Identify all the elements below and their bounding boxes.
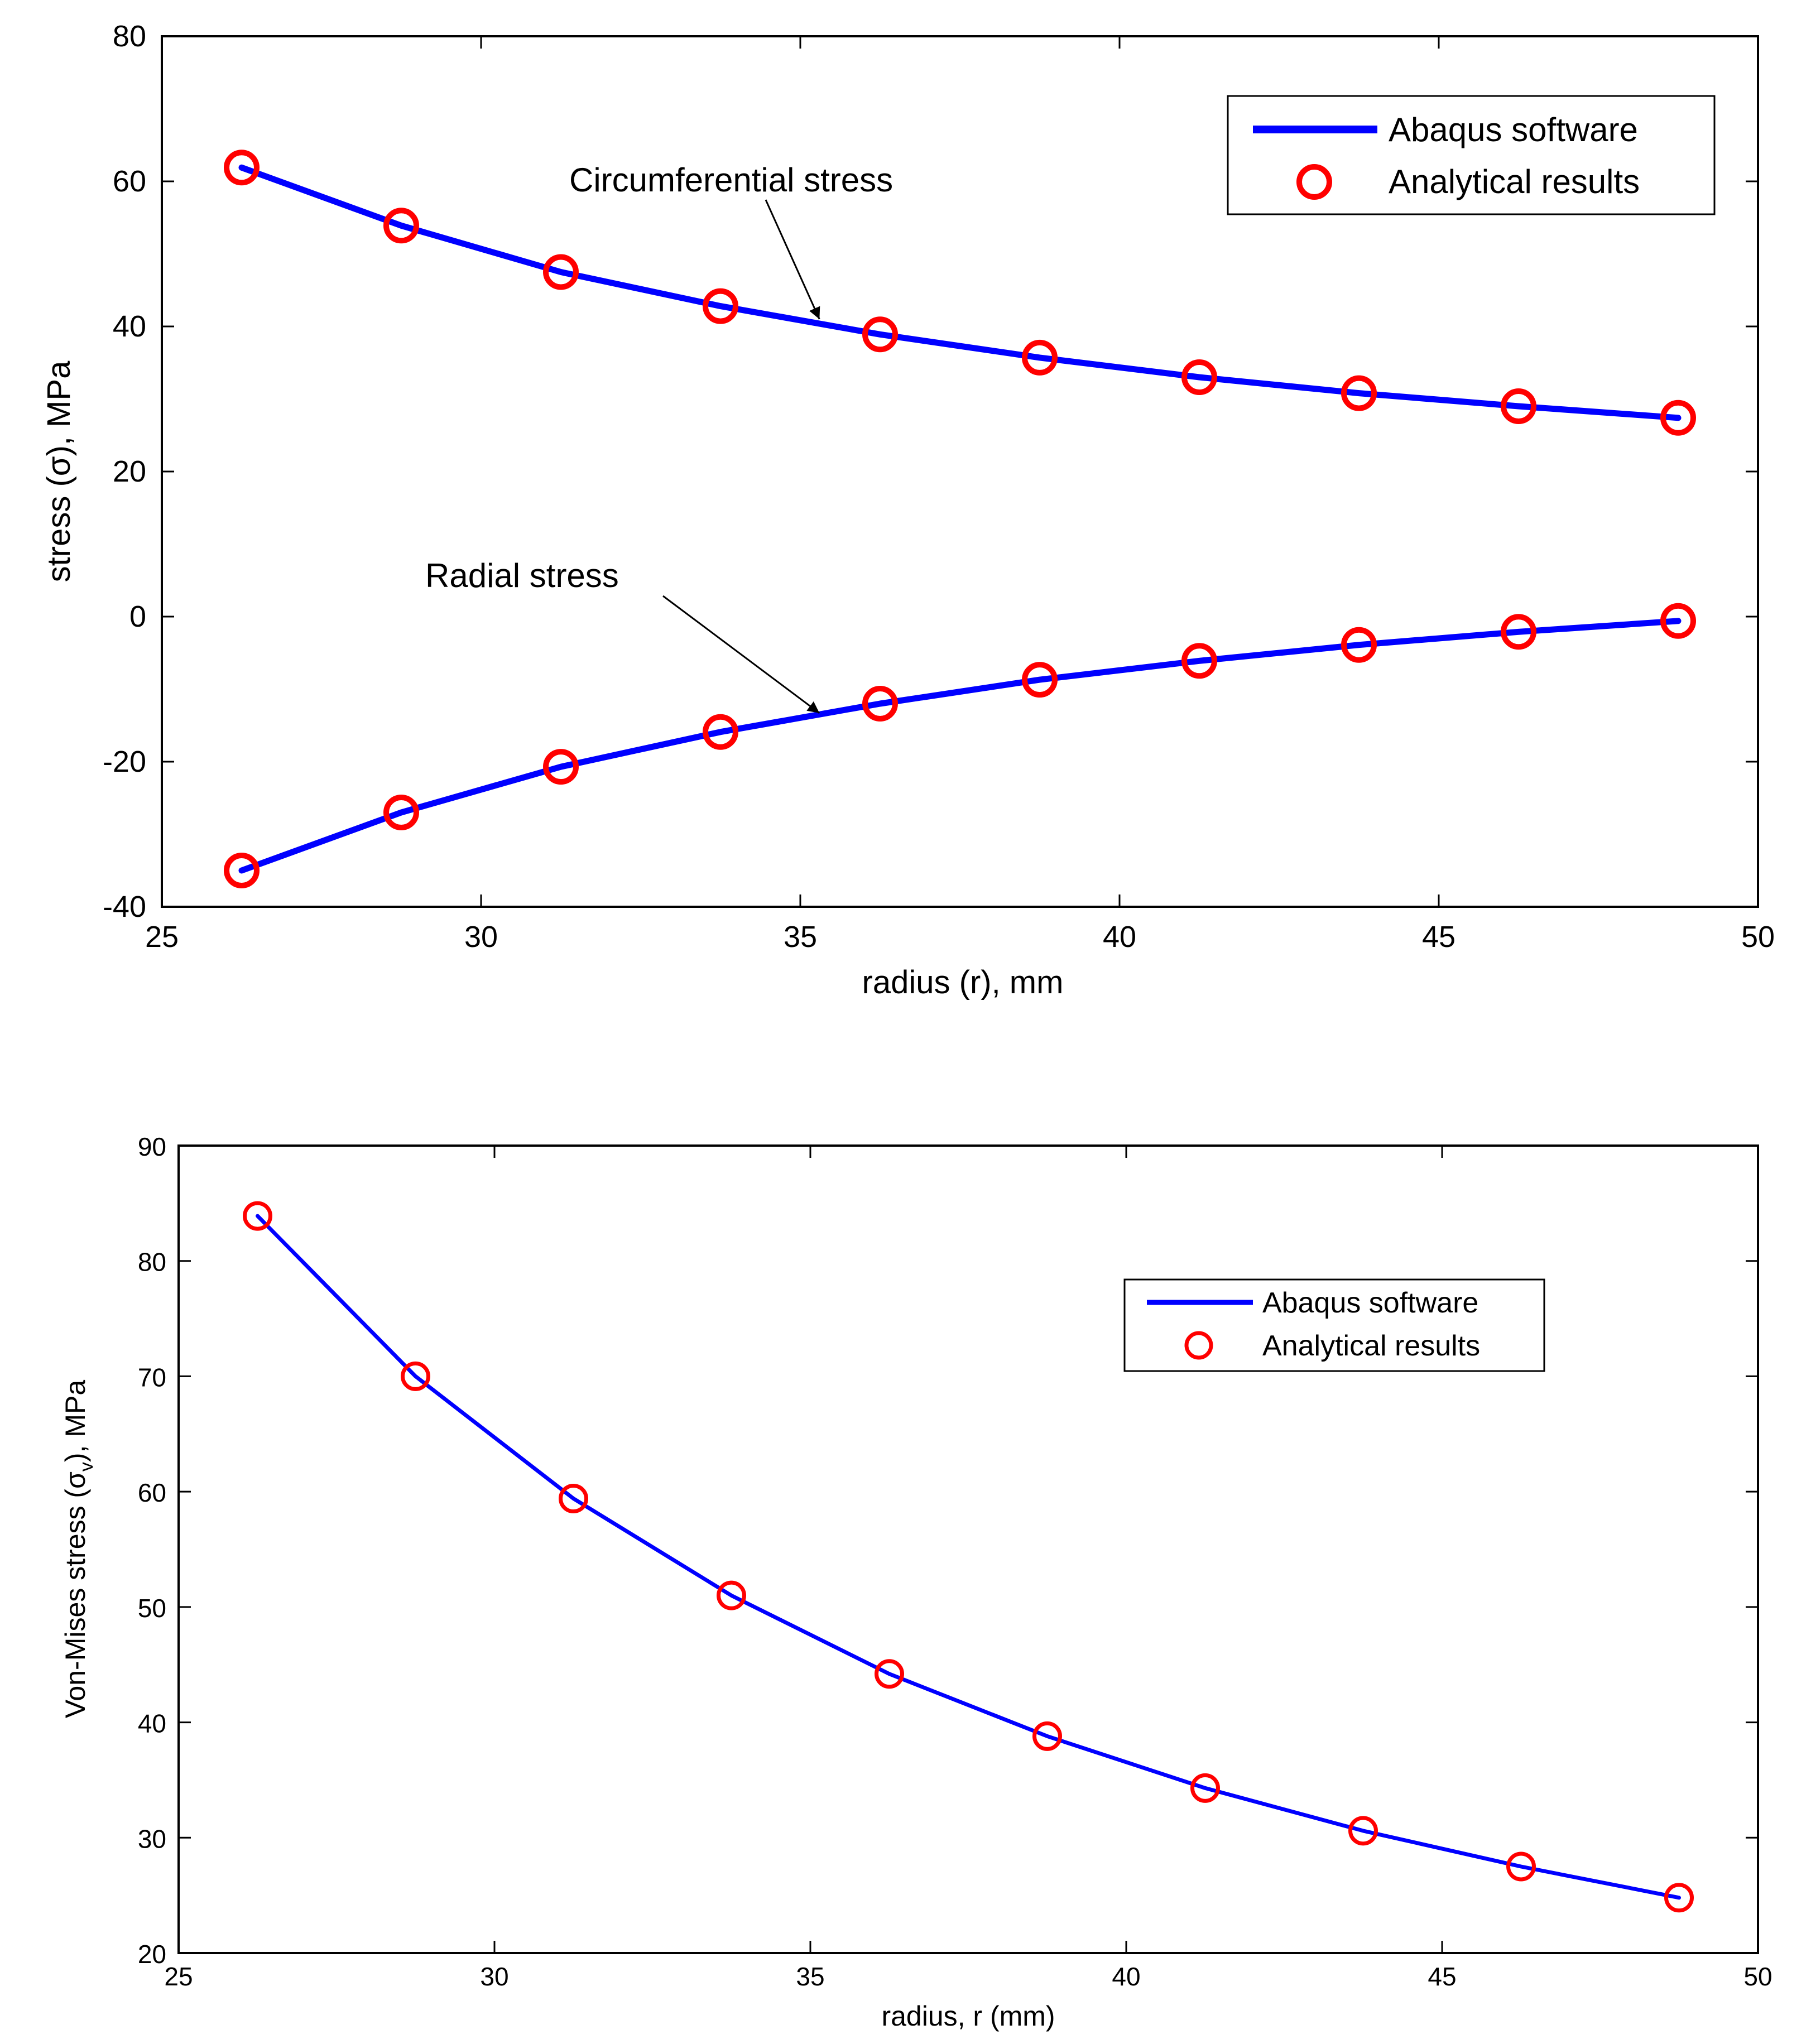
chart1-legend-label-abaqus: Abaqus software [1389,111,1638,148]
data-point-marker [1190,1773,1220,1803]
series-line [238,618,1682,874]
y-tick-label: 0 [129,600,146,633]
data-point-marker [1660,603,1696,639]
data-point-marker [401,1361,430,1391]
data-point-marker [383,795,419,830]
chart1-series-markers [224,150,1696,888]
data-point-marker [224,150,260,186]
x-tick-label: 30 [480,1962,508,1991]
chart2-y-axis-title-subscript: v [76,1462,97,1471]
y-tick-label: 40 [138,1709,166,1738]
annotation-circumferential-arrow [765,199,820,320]
data-point-marker [1501,614,1536,650]
y-tick-label: 20 [138,1940,166,1969]
data-point-marker [243,1201,272,1231]
data-point-marker [1660,400,1696,436]
y-tick-label: 70 [138,1363,166,1392]
chart1-y-axis-title: stress (σ), MPa [41,360,77,582]
chart1-ticks: 25 30 35 40 45 50 -40 -20 0 20 40 60 80 [103,20,1775,954]
data-point-marker [1022,662,1058,698]
chart2-legend-label-abaqus: Abaqus software [1262,1287,1478,1319]
von-mises-chart: 25 30 35 40 45 50 20 30 40 50 60 70 80 90 Abaqus soft… [60,1132,1772,2032]
data-point-marker [717,1580,746,1610]
y-tick-label: 50 [138,1594,166,1623]
chart2-legend: Abaqus software Analytical results [1123,1278,1545,1372]
chart2-plot-area [177,1144,1759,1954]
x-tick-label: 35 [796,1962,824,1991]
chart1-legend-marker-swatch [1296,164,1332,200]
chart2-legend-label-analytical: Analytical results [1262,1330,1480,1362]
chart1-series-lines [238,164,1682,874]
data-point-marker [1022,339,1058,376]
data-point-marker [543,254,579,290]
chart2-ticks: 25 30 35 40 45 50 20 30 40 50 60 70 80 90 [138,1132,1772,1991]
chart2-x-axis-title: radius, r (mm) [881,2000,1055,2032]
annotation-radial-stress: Radial stress [425,557,619,594]
data-point-marker [703,714,738,750]
data-point-marker [1664,1883,1694,1913]
x-tick-label: 50 [1741,920,1775,954]
data-point-marker [1506,1851,1536,1882]
y-tick-label: 80 [138,1248,166,1277]
x-tick-label: 50 [1743,1962,1772,1991]
y-tick-label: 30 [138,1824,166,1853]
data-point-marker [703,288,738,324]
x-tick-label: 45 [1422,920,1455,954]
y-tick-label: 20 [113,455,146,488]
annotation-radial-arrow [662,595,820,714]
chart1-x-axis-title: radius (r), mm [862,964,1064,1001]
y-tick-label: -20 [103,745,146,778]
chart2-y-axis-title-suffix: ), MPa [60,1380,91,1462]
data-point-marker [862,316,898,353]
x-tick-label: 30 [464,920,498,954]
series-line [256,1214,1681,1900]
chart2-y-axis-title: Von-Mises stress (σv), MPa [60,1380,97,1719]
chart2-y-axis-title-main: Von-Mises stress (σ [60,1471,91,1718]
annotation-circumferential-stress: Circumferential stress [569,161,893,199]
x-tick-label: 40 [1112,1962,1140,1991]
data-point-marker [1348,1816,1378,1846]
data-point-marker [1341,375,1377,411]
data-point-marker [1032,1721,1062,1751]
data-point-marker [543,749,579,785]
data-point-marker [1501,388,1536,424]
y-tick-label: 60 [138,1478,166,1507]
data-point-marker [1181,359,1217,395]
series-line [238,164,1682,421]
x-tick-label: 35 [784,920,817,954]
data-point-marker [875,1659,904,1689]
data-point-marker [559,1484,588,1514]
x-tick-label: 40 [1103,920,1136,954]
y-tick-label: 80 [113,20,146,53]
y-tick-label: 60 [113,165,146,198]
stress-chart: 25 30 35 40 45 50 -40 -20 0 20 40 60 80 Circumferent… [41,20,1775,1001]
data-point-marker [1341,627,1377,663]
chart1-legend-label-analytical: Analytical results [1389,163,1640,200]
x-tick-label: 25 [145,920,179,954]
y-tick-label: 40 [113,310,146,343]
x-tick-label: 45 [1428,1962,1456,1991]
chart2-legend-marker-swatch [1184,1331,1213,1360]
data-point-marker [224,853,260,888]
data-point-marker [862,686,898,722]
y-tick-label: 90 [138,1132,166,1161]
chart1-legend: Abaqus software Analytical results [1227,95,1716,215]
data-point-marker [1181,643,1217,679]
y-tick-label: -40 [103,890,146,924]
chart2-series-markers [243,1201,1694,1913]
x-tick-label: 25 [164,1962,193,1991]
data-point-marker [383,208,419,244]
chart2-series-lines [256,1214,1681,1900]
